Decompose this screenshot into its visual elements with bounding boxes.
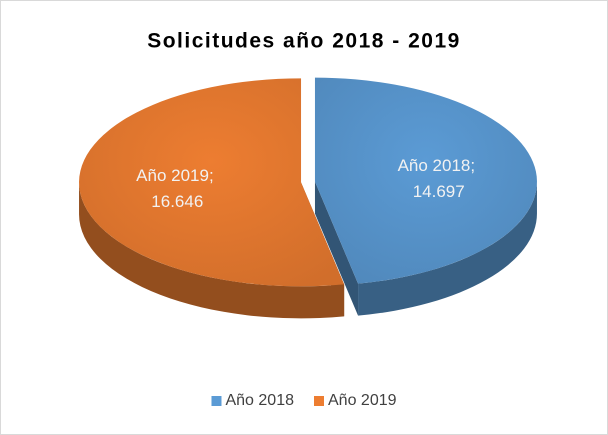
data-label-line: 16.646 [151,192,203,211]
slice-wall [314,181,359,316]
chart-title: Solicitudes año 2018 - 2019 [147,30,461,53]
slice [314,77,537,284]
legend-swatch [211,396,222,406]
slice [79,78,345,287]
data-label-line: Año 2019; [136,166,218,185]
legend-label: Año 2019 [328,392,397,409]
data-label: Año 2019; 16.646 [136,166,218,211]
legend-label: Año 2018 [225,392,294,409]
slice-side [79,182,345,319]
slice-side [358,181,537,316]
data-label-line: 14.697 [413,183,465,202]
legend-swatch [314,396,324,406]
data-label-line: Año 2018; [398,157,480,176]
data-label: Año 2018; 14.697 [398,157,480,202]
